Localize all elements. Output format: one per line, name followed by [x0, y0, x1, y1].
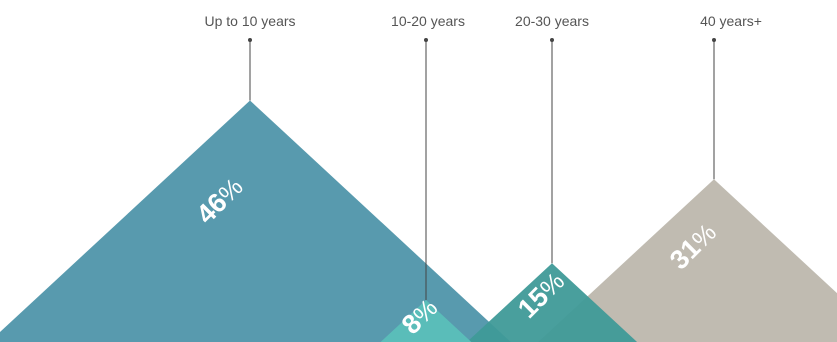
- area-mark-10-20-years: [380, 300, 472, 342]
- leader-dot-up-to-10-years: [248, 38, 252, 42]
- category-label-20-30-years: 20-30 years: [515, 13, 589, 29]
- category-label-10-20-years: 10-20 years: [391, 13, 465, 29]
- leader-dot-10-20-years: [424, 38, 428, 42]
- leader-dot-40-years: [712, 38, 716, 42]
- area-mark-up-to-10-years: [0, 100, 511, 342]
- area-mark-40-years: [538, 179, 837, 342]
- category-label-up-to-10-years: Up to 10 years: [204, 13, 295, 29]
- area-mark-20-30-years: [466, 263, 638, 342]
- category-label-40-years: 40 years+: [700, 13, 762, 29]
- leader-dot-20-30-years: [550, 38, 554, 42]
